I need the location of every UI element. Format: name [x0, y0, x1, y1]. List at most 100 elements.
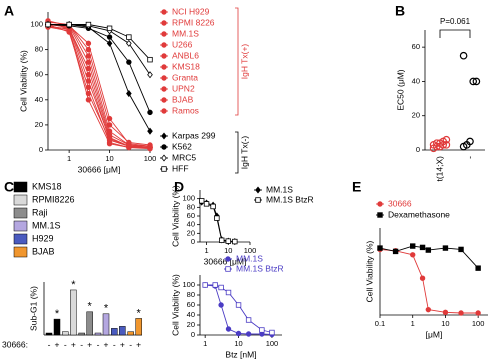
marker — [85, 78, 92, 84]
marker — [85, 97, 92, 103]
x-tick-label: 1 — [67, 154, 71, 163]
marker — [161, 132, 167, 140]
legend-label: MM.1S — [236, 253, 263, 263]
legend-label: KMS18 — [172, 61, 200, 71]
marker — [419, 275, 426, 281]
legend-swatch — [13, 233, 28, 245]
y-axis-label: EC50 (μM) — [395, 69, 405, 110]
data-point — [469, 77, 478, 86]
marker — [126, 143, 132, 149]
legend-swatch — [13, 246, 28, 258]
marker — [126, 90, 132, 98]
y-tick-label: 100 — [182, 280, 195, 289]
marker — [161, 75, 167, 81]
marker — [210, 203, 216, 210]
condition-label: - — [129, 339, 132, 349]
condition-label: - — [113, 339, 116, 349]
x-tick-label: 10 — [441, 319, 449, 328]
legend-swatch — [13, 207, 28, 219]
legend-label: K562 — [172, 141, 192, 151]
marker — [106, 34, 113, 40]
marker — [126, 39, 132, 47]
y-tick-label: 60 — [412, 42, 420, 51]
legend-label: MM.1S — [266, 184, 293, 194]
marker — [214, 215, 220, 221]
bar — [127, 331, 134, 336]
legend-label: RPMI8226 — [32, 194, 75, 204]
marker — [161, 97, 167, 103]
x-tick-label: 10 — [234, 339, 242, 348]
legend-label: KMS18 — [32, 181, 62, 191]
series-line — [48, 24, 151, 75]
condition-label: + — [87, 339, 92, 349]
y-axis-label: Sub-G1 (%) — [28, 286, 38, 331]
marker — [161, 154, 167, 162]
marker — [45, 21, 51, 28]
legend-label: Raji — [32, 207, 48, 217]
condition-label: - — [80, 339, 83, 349]
series-line — [47, 25, 151, 150]
panel-letter: A — [4, 3, 14, 19]
significance-star: * — [104, 303, 109, 315]
marker — [255, 186, 261, 194]
bar — [102, 313, 110, 336]
marker — [106, 39, 113, 47]
y-tick-label: 20 — [187, 320, 195, 329]
condition-label: + — [71, 339, 76, 349]
marker — [225, 256, 231, 262]
treatment-label: 30666: — [2, 339, 28, 349]
legend-label: ANBL6 — [172, 50, 199, 60]
significance-star: * — [55, 308, 60, 320]
marker — [458, 310, 464, 316]
significance-star: * — [88, 301, 93, 313]
marker — [259, 327, 265, 333]
x-tick-label: 1 — [203, 339, 207, 348]
condition-label: + — [104, 339, 109, 349]
marker — [458, 246, 464, 253]
marker — [245, 317, 252, 323]
y-tick-label: 80 — [35, 45, 43, 54]
legend-bracket — [235, 131, 239, 174]
data-point — [466, 137, 474, 146]
marker — [203, 201, 210, 207]
legend-label: MM.1S — [172, 28, 199, 38]
x-tick-label: t(14;X) — [434, 156, 444, 182]
data-point — [459, 51, 468, 60]
legend-label: Ramos — [172, 105, 199, 115]
series-line — [47, 21, 151, 148]
marker — [377, 245, 383, 251]
marker — [161, 86, 167, 92]
y-tick-label: 100 — [182, 194, 195, 203]
marker — [85, 40, 92, 47]
marker — [202, 282, 208, 288]
marker — [218, 302, 224, 308]
legend-label: H929 — [32, 233, 54, 243]
data-point — [442, 135, 451, 144]
x-tick-label: 100 — [144, 154, 157, 163]
legend-label: NCI H929 — [172, 6, 210, 16]
legend-label: MM.1S — [32, 220, 61, 230]
y-axis-label: Cell Viability (%) — [170, 274, 180, 336]
x-tick-label: 0.1 — [375, 319, 385, 328]
series-line — [47, 22, 151, 148]
series-line — [48, 24, 151, 61]
y-tick-label: 40 — [187, 220, 195, 229]
bar — [94, 332, 102, 336]
legend-label: MM.1S BtzR — [266, 194, 314, 204]
bar — [78, 332, 85, 336]
marker — [425, 306, 432, 313]
bar — [62, 331, 69, 336]
y-tick-label: 0 — [191, 330, 195, 339]
panel-letter: D — [174, 179, 184, 195]
legend-label: RPMI 8226 — [172, 17, 215, 27]
legend-group-label: IgH Tx(-) — [239, 136, 249, 170]
marker — [161, 31, 167, 37]
condition-label: - — [48, 339, 51, 349]
marker — [147, 71, 153, 79]
marker — [147, 56, 153, 63]
marker — [212, 282, 218, 288]
y-tick-label: 20 — [412, 111, 420, 120]
y-tick-label: 80 — [187, 290, 195, 299]
marker — [147, 109, 153, 116]
panel-letter: C — [4, 179, 14, 195]
